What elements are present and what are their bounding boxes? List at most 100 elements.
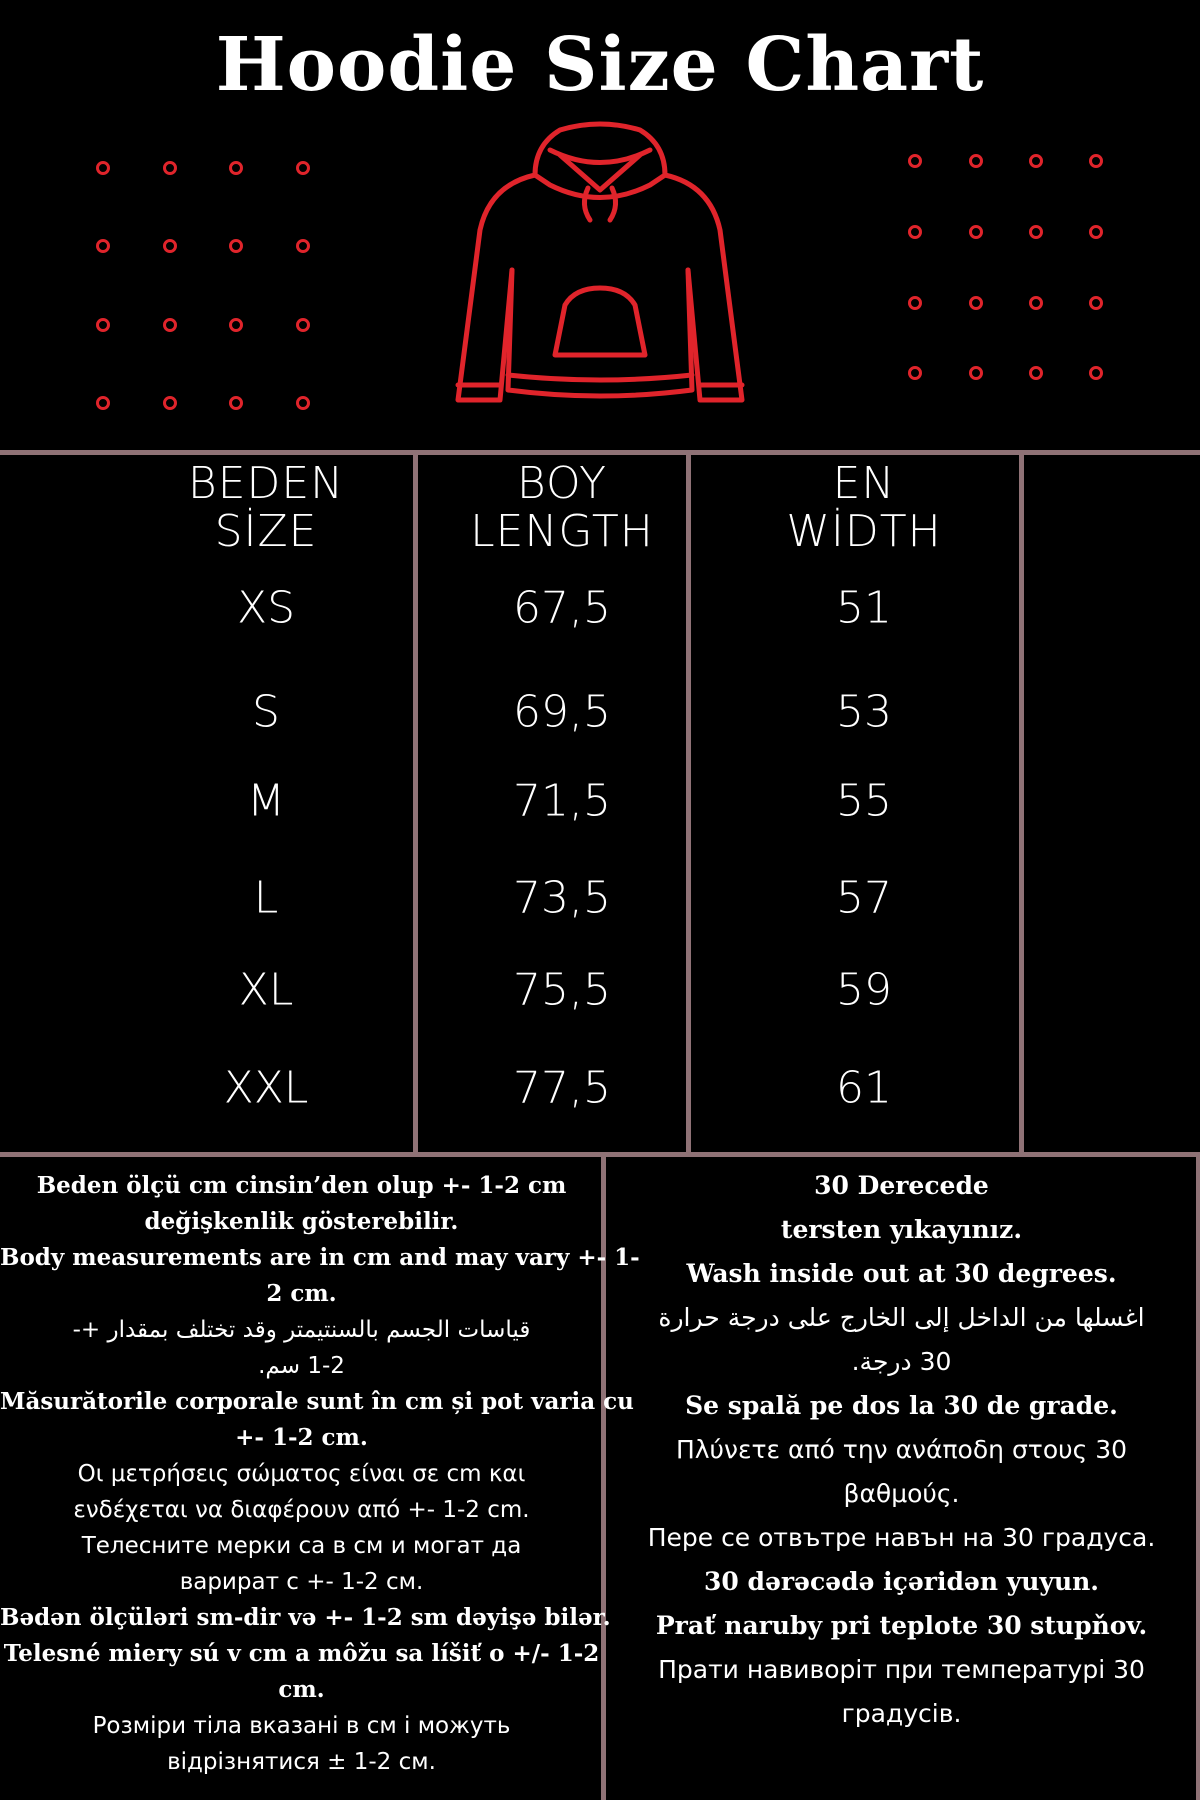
header-size: BEDEN SİZE bbox=[188, 460, 344, 556]
dot-icon bbox=[1029, 154, 1043, 168]
header-size-line2: SİZE bbox=[214, 506, 318, 557]
dot-icon bbox=[229, 161, 243, 175]
note-line: ενδέχεται να διαφέρουν από +- 1-2 cm. bbox=[73, 1497, 530, 1523]
note-line: Прати навиворіт при температурі 30 bbox=[658, 1655, 1145, 1684]
dot-icon bbox=[229, 396, 243, 410]
dot-icon bbox=[1029, 366, 1043, 380]
dot-icon bbox=[908, 154, 922, 168]
dot-icon bbox=[1089, 154, 1103, 168]
note-line: Пере се отвътре навън на 30 градуса. bbox=[647, 1523, 1156, 1552]
note-line: Πλύνετε από την ανάποδη στους 30 bbox=[675, 1435, 1128, 1464]
header-width: EN WİDTH bbox=[786, 460, 941, 556]
note-line: tersten yıkayınız. bbox=[780, 1215, 1023, 1244]
wash-instructions: 30 Derecede tersten yıkayınız. Wash inside… bbox=[603, 1164, 1200, 1736]
cell-length: 73,5 bbox=[513, 872, 611, 924]
header-length: BOY LENGTH bbox=[470, 460, 654, 556]
note-line: Телесните мерки са в см и могат да bbox=[81, 1533, 522, 1559]
dot-icon bbox=[163, 239, 177, 253]
dot-icon bbox=[229, 318, 243, 332]
cell-width: 53 bbox=[836, 686, 892, 738]
dot-icon bbox=[969, 366, 983, 380]
dot-icon bbox=[1029, 296, 1043, 310]
note-line: 1-2 سم. bbox=[258, 1353, 345, 1379]
dot-icon bbox=[296, 239, 310, 253]
dot-icon bbox=[1089, 296, 1103, 310]
note-line: Prať naruby pri teplote 30 stupňov. bbox=[655, 1611, 1148, 1640]
cell-width: 55 bbox=[836, 775, 892, 827]
note-line: değişkenlik gösterebilir. bbox=[144, 1208, 459, 1235]
note-line: Body measurements are in cm and may vary… bbox=[0, 1244, 640, 1271]
note-line: Se spală pe dos la 30 de grade. bbox=[685, 1391, 1118, 1420]
dot-icon bbox=[96, 161, 110, 175]
note-line: Οι μετρήσεις σώματος είναι σε cm και bbox=[77, 1461, 526, 1487]
note-line: варират с +- 1-2 см. bbox=[179, 1569, 424, 1595]
dot-icon bbox=[96, 318, 110, 332]
dot-icon bbox=[1089, 225, 1103, 239]
note-line: Beden ölçü cm cinsin’den olup +- 1-2 cm bbox=[36, 1172, 567, 1199]
dot-icon bbox=[229, 239, 243, 253]
cell-size: M bbox=[247, 775, 285, 827]
note-line: градусів. bbox=[841, 1699, 962, 1728]
note-line: Telesné miery sú v cm a môžu sa líšiť o … bbox=[3, 1640, 600, 1667]
column-divider bbox=[1019, 452, 1024, 1156]
cell-size: XXL bbox=[223, 1062, 309, 1114]
note-line: cm. bbox=[278, 1676, 325, 1703]
note-line: Розміри тіла вказані в см і можуть bbox=[92, 1713, 511, 1739]
cell-size: S bbox=[252, 686, 280, 738]
note-line: Wash inside out at 30 degrees. bbox=[686, 1259, 1117, 1288]
cell-width: 61 bbox=[836, 1062, 892, 1114]
note-line: 30 dərəcədə içəridən yuyun. bbox=[703, 1567, 1100, 1596]
table-top-divider bbox=[0, 450, 1200, 455]
cell-length: 67,5 bbox=[513, 582, 611, 634]
note-line: اغسلها من الداخل إلى الخارج على درجة حرا… bbox=[658, 1303, 1145, 1332]
cell-length: 69,5 bbox=[513, 686, 611, 738]
measurement-notes: Beden ölçü cm cinsin’den olup +- 1-2 cm d… bbox=[0, 1168, 640, 1780]
table-bottom-divider bbox=[0, 1152, 1200, 1157]
dot-icon bbox=[969, 296, 983, 310]
dot-icon bbox=[908, 296, 922, 310]
dot-icon bbox=[908, 225, 922, 239]
note-line: Bədən ölçüləri sm-dir və +- 1-2 sm dəyiş… bbox=[0, 1604, 611, 1631]
cell-size: L bbox=[253, 872, 279, 924]
cell-size: XL bbox=[238, 964, 294, 1016]
dot-icon bbox=[1089, 366, 1103, 380]
header-length-line1: BOY bbox=[516, 458, 608, 509]
dot-icon bbox=[969, 225, 983, 239]
notes-divider bbox=[601, 1154, 606, 1800]
dot-icon bbox=[163, 318, 177, 332]
right-border bbox=[1196, 1154, 1200, 1800]
note-line: 30 Derecede bbox=[814, 1171, 989, 1200]
dot-icon bbox=[163, 161, 177, 175]
cell-length: 75,5 bbox=[513, 964, 611, 1016]
dot-icon bbox=[296, 396, 310, 410]
cell-length: 77,5 bbox=[513, 1062, 611, 1114]
note-line: Măsurătorile corporale sunt în cm și pot… bbox=[0, 1388, 634, 1415]
cell-width: 57 bbox=[836, 872, 892, 924]
column-divider bbox=[686, 452, 691, 1156]
dot-icon bbox=[1029, 225, 1043, 239]
note-line: 30 درجة. bbox=[851, 1347, 952, 1376]
note-line: 2 cm. bbox=[266, 1280, 337, 1307]
header-width-line1: EN bbox=[832, 458, 896, 509]
page-title: Hoodie Size Chart bbox=[215, 22, 985, 108]
header-size-line1: BEDEN bbox=[187, 458, 345, 509]
dot-icon bbox=[96, 396, 110, 410]
column-divider bbox=[413, 452, 418, 1156]
cell-width: 59 bbox=[836, 964, 892, 1016]
cell-size: XS bbox=[236, 582, 296, 634]
note-line: قياسات الجسم بالسنتيمتر وقد تختلف بمقدار… bbox=[72, 1317, 531, 1343]
header-width-line2: WİDTH bbox=[786, 506, 942, 557]
dot-icon bbox=[969, 154, 983, 168]
note-line: +- 1-2 cm. bbox=[235, 1424, 368, 1451]
dot-icon bbox=[296, 318, 310, 332]
note-line: βαθμούς. bbox=[843, 1479, 960, 1508]
dot-icon bbox=[96, 239, 110, 253]
header-length-line2: LENGTH bbox=[470, 506, 654, 557]
dot-icon bbox=[296, 161, 310, 175]
dot-icon bbox=[163, 396, 177, 410]
hoodie-icon bbox=[455, 121, 745, 403]
cell-length: 71,5 bbox=[513, 775, 611, 827]
cell-width: 51 bbox=[836, 582, 892, 634]
note-line: відрізнятися ± 1-2 см. bbox=[167, 1749, 436, 1775]
dot-icon bbox=[908, 366, 922, 380]
